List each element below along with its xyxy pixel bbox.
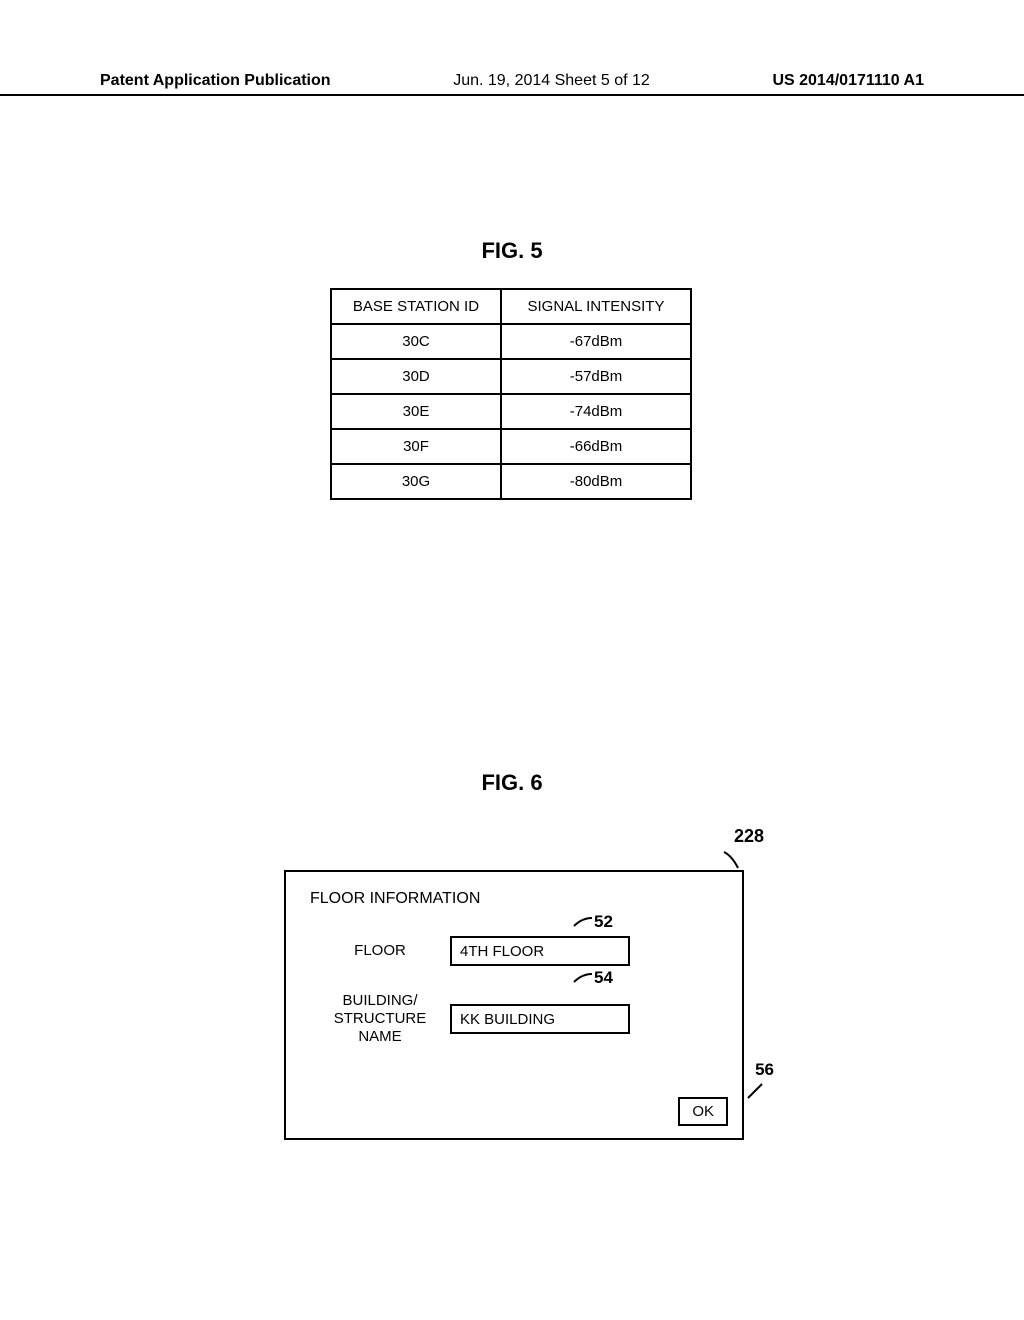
cell-signal: -67dBm xyxy=(501,324,691,359)
floor-info-panel: FLOOR INFORMATION 52 FLOOR 4TH FLOOR 54 … xyxy=(284,870,744,1140)
ok-label: OK xyxy=(692,1103,714,1120)
building-input[interactable]: KK BUILDING xyxy=(450,1004,630,1034)
ok-button[interactable]: OK xyxy=(678,1097,728,1126)
building-value: KK BUILDING xyxy=(460,1011,555,1028)
cell-id: 30D xyxy=(331,359,501,394)
building-row: 54 BUILDING/ STRUCTURE NAME KK BUILDING xyxy=(310,992,718,1046)
col-base-station-id: BASE STATION ID xyxy=(331,289,501,324)
panel-title: FLOOR INFORMATION xyxy=(310,890,718,908)
leader-56-icon xyxy=(744,1082,766,1100)
table-row: 30D -57dBm xyxy=(331,359,691,394)
callout-228: 228 xyxy=(734,826,764,847)
leader-52-icon xyxy=(572,916,594,928)
fig5-table: BASE STATION ID SIGNAL INTENSITY 30C -67… xyxy=(330,288,692,500)
table-row: 30G -80dBm xyxy=(331,464,691,499)
fig5-label: FIG. 5 xyxy=(0,238,1024,264)
header-right: US 2014/0171110 A1 xyxy=(772,72,924,90)
fig6-container: 228 FLOOR INFORMATION 52 FLOOR 4TH FLOOR… xyxy=(284,826,754,1140)
fig6-label: FIG. 6 xyxy=(0,770,1024,796)
leader-54-icon xyxy=(572,972,594,984)
cell-id: 30F xyxy=(331,429,501,464)
header-left: Patent Application Publication xyxy=(100,72,331,90)
cell-signal: -74dBm xyxy=(501,394,691,429)
page-header: Patent Application Publication Jun. 19, … xyxy=(0,72,1024,96)
leader-228-icon xyxy=(722,850,742,870)
table-row: 30C -67dBm xyxy=(331,324,691,359)
col-signal-intensity: SIGNAL INTENSITY xyxy=(501,289,691,324)
cell-signal: -57dBm xyxy=(501,359,691,394)
floor-value: 4TH FLOOR xyxy=(460,943,544,960)
floor-label: FLOOR xyxy=(310,942,450,960)
floor-input[interactable]: 4TH FLOOR xyxy=(450,936,630,966)
cell-signal: -80dBm xyxy=(501,464,691,499)
table-row: 30E -74dBm xyxy=(331,394,691,429)
floor-row: 52 FLOOR 4TH FLOOR xyxy=(310,936,718,966)
header-middle: Jun. 19, 2014 Sheet 5 of 12 xyxy=(453,72,650,90)
callout-52: 52 xyxy=(594,912,613,932)
building-label: BUILDING/ STRUCTURE NAME xyxy=(310,992,450,1046)
cell-id: 30E xyxy=(331,394,501,429)
callout-56: 56 xyxy=(755,1060,774,1080)
cell-id: 30G xyxy=(331,464,501,499)
table-header-row: BASE STATION ID SIGNAL INTENSITY xyxy=(331,289,691,324)
callout-54: 54 xyxy=(594,968,613,988)
table-row: 30F -66dBm xyxy=(331,429,691,464)
cell-signal: -66dBm xyxy=(501,429,691,464)
cell-id: 30C xyxy=(331,324,501,359)
